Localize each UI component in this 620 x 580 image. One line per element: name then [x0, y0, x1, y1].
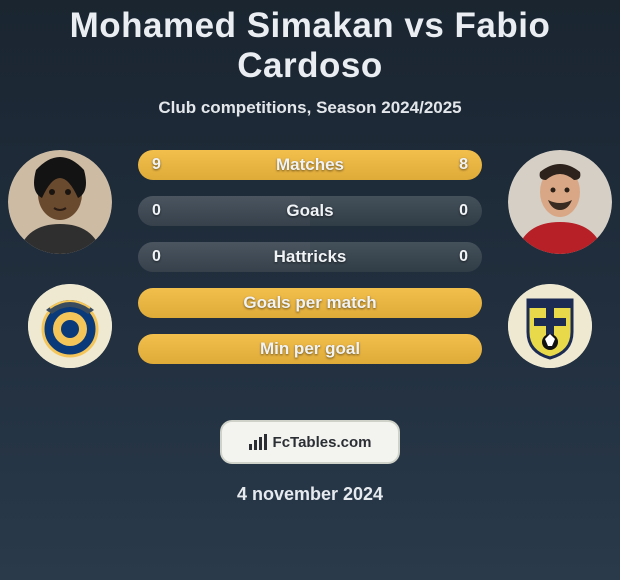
comparison-arena: Matches98 Goals00 Hattricks00 Goals per mat…	[0, 150, 620, 410]
player-right-avatar	[508, 150, 612, 254]
club-left-crest	[28, 284, 112, 368]
brand-label: FcTables.com	[273, 434, 372, 451]
page-title: Mohamed Simakan vs Fabio Cardoso	[0, 0, 620, 86]
stat-bar-goals: Goals00	[138, 196, 482, 226]
stat-bars: Matches98 Goals00 Hattricks00 Goals per mat…	[138, 150, 482, 380]
chart-icon	[249, 434, 269, 450]
page-subtitle: Club competitions, Season 2024/2025	[0, 98, 620, 118]
stat-bar-hattricks: Hattricks00	[138, 242, 482, 272]
stat-bar-matches: Matches98	[138, 150, 482, 180]
player-left-avatar	[8, 150, 112, 254]
date-text: 4 november 2024	[0, 484, 620, 505]
stat-bar-min_per_goal: Min per goal	[138, 334, 482, 364]
brand-badge: FcTables.com	[220, 420, 400, 464]
stat-bar-goals_per_match: Goals per match	[138, 288, 482, 318]
club-right-crest	[508, 284, 592, 368]
